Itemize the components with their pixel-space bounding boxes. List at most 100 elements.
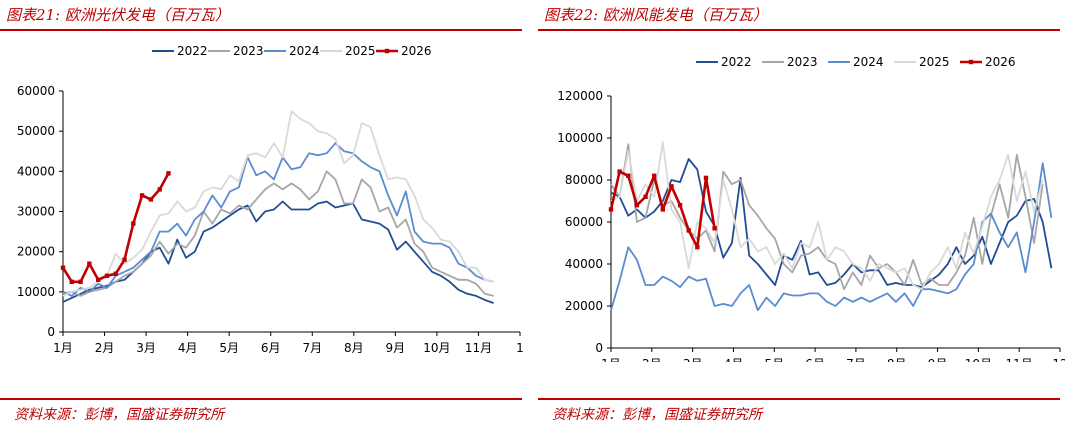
solar-point-2026 xyxy=(87,261,92,266)
title-divider xyxy=(538,29,1060,31)
x-tick-label: 10月 xyxy=(965,357,992,362)
solar-point-2026 xyxy=(139,193,145,198)
x-tick-label: 9月 xyxy=(386,341,406,355)
solar-chart-title: 图表21: 欧洲光伏发电（百万瓦） xyxy=(6,6,230,24)
legend-label: 2026 xyxy=(401,44,432,58)
y-tick-label: 40000 xyxy=(565,257,603,271)
wind-point-2026 xyxy=(626,173,631,178)
solar-point-2026 xyxy=(148,197,154,202)
solar-point-2026 xyxy=(113,271,118,276)
wind-point-2026 xyxy=(686,228,691,233)
wind-point-2026 xyxy=(712,226,717,231)
y-tick-label: 20000 xyxy=(17,245,55,259)
x-tick-label: 2月 xyxy=(642,357,662,362)
legend-label: 2022 xyxy=(177,44,208,58)
solar-point-2026 xyxy=(60,265,66,270)
solar-point-2026 xyxy=(95,277,101,282)
y-tick-label: 100000 xyxy=(557,131,603,145)
legend-label: 2024 xyxy=(289,44,320,58)
x-tick-label: 8月 xyxy=(887,357,907,362)
x-tick-label: 5月 xyxy=(764,357,784,362)
legend-label: 2026 xyxy=(985,55,1016,69)
x-tick-label: 11月 xyxy=(1006,357,1033,362)
legend-entry-2024: 2024 xyxy=(264,44,320,58)
solar-series-line-2023 xyxy=(62,170,494,297)
wind-point-2026 xyxy=(669,184,674,189)
y-tick-label: 0 xyxy=(595,341,603,355)
x-tick-label: 7月 xyxy=(302,341,322,355)
wind-chart: 0 20000 40000 60000 80000 100000 120000 1月 2月 3月 4… xyxy=(557,55,1065,362)
source-divider xyxy=(0,398,522,400)
wind-series-line-2024 xyxy=(610,162,1053,312)
legend-entry-2022: 2022 xyxy=(696,55,752,69)
wind-series-line-2025 xyxy=(610,141,1044,291)
x-tick-label: 11月 xyxy=(465,341,492,355)
solar-series-line-2025 xyxy=(62,110,494,297)
solar-series-line-2024 xyxy=(62,142,494,297)
x-tick-label: 4月 xyxy=(724,357,744,362)
legend-marker xyxy=(384,48,390,54)
wind-point-2026 xyxy=(617,169,622,174)
legend-entry-2026: 2026 xyxy=(376,44,432,58)
y-tick-label: 0 xyxy=(47,325,55,339)
x-tick-label: 6月 xyxy=(261,341,281,355)
title-divider xyxy=(0,29,522,31)
legend-label: 2023 xyxy=(233,44,264,58)
solar-point-2026 xyxy=(131,221,136,226)
legend-entry-2023: 2023 xyxy=(208,44,264,58)
x-tick-label: 1 xyxy=(516,341,524,355)
legend-entry-2023: 2023 xyxy=(762,55,818,69)
wind-point-2026 xyxy=(651,173,657,178)
solar-panel: 图表21: 欧洲光伏发电（百万瓦） 0 10000 20000 30000 40000 5… xyxy=(0,0,530,426)
wind-point-2026 xyxy=(660,207,666,212)
solar-source-note: 资料来源：彭博，国盛证券研究所 xyxy=(14,407,224,423)
wind-point-2026 xyxy=(634,203,640,208)
x-tick-label: 12 xyxy=(1052,357,1065,362)
legend-entry-2022: 2022 xyxy=(152,44,208,58)
legend-label: 2023 xyxy=(787,55,818,69)
x-tick-label: 3月 xyxy=(136,341,156,355)
wind-point-2026 xyxy=(608,207,614,212)
wind-point-2026 xyxy=(695,245,700,250)
legend-marker xyxy=(968,59,974,65)
x-tick-label: 10月 xyxy=(423,341,450,355)
wind-panel: 图表22: 欧洲风能发电（百万瓦） 0 20000 40000 60000 80000 1… xyxy=(538,0,1065,426)
y-tick-label: 60000 xyxy=(17,84,55,98)
legend-label: 2025 xyxy=(919,55,950,69)
y-tick-label: 30000 xyxy=(17,205,55,219)
x-tick-label: 2月 xyxy=(95,341,115,355)
x-tick-label: 1月 xyxy=(53,341,73,355)
wind-point-2026 xyxy=(643,194,648,199)
wind-chart-title: 图表22: 欧洲风能发电（百万瓦） xyxy=(544,6,768,24)
x-tick-label: 4月 xyxy=(178,341,198,355)
x-tick-label: 3月 xyxy=(683,357,703,362)
x-tick-label: 6月 xyxy=(805,357,825,362)
y-tick-label: 120000 xyxy=(557,89,603,103)
x-tick-label: 5月 xyxy=(219,341,239,355)
y-tick-label: 60000 xyxy=(565,215,603,229)
wind-source-note: 资料来源：彭博，国盛证券研究所 xyxy=(552,407,762,423)
solar-point-2026 xyxy=(78,279,83,284)
x-tick-label: 9月 xyxy=(928,357,948,362)
solar-point-2026 xyxy=(69,279,74,284)
x-tick-label: 7月 xyxy=(846,357,866,362)
y-tick-label: 20000 xyxy=(565,299,603,313)
legend-label: 2022 xyxy=(721,55,752,69)
solar-point-2026 xyxy=(104,273,110,278)
legend-entry-2025: 2025 xyxy=(894,55,950,69)
legend-label: 2024 xyxy=(853,55,884,69)
wind-point-2026 xyxy=(677,203,683,208)
x-tick-label: 1月 xyxy=(601,357,621,362)
source-divider xyxy=(538,398,1060,400)
legend-entry-2026: 2026 xyxy=(960,55,1016,69)
x-tick-label: 8月 xyxy=(344,341,364,355)
legend-entry-2025: 2025 xyxy=(320,44,376,58)
wind-point-2026 xyxy=(703,175,709,181)
y-tick-label: 40000 xyxy=(17,164,55,178)
solar-point-2026 xyxy=(122,257,127,262)
legend-entry-2024: 2024 xyxy=(828,55,884,69)
solar-point-2026 xyxy=(157,187,162,192)
solar-point-2026 xyxy=(166,171,171,176)
y-tick-label: 80000 xyxy=(565,173,603,187)
legend-label: 2025 xyxy=(345,44,376,58)
